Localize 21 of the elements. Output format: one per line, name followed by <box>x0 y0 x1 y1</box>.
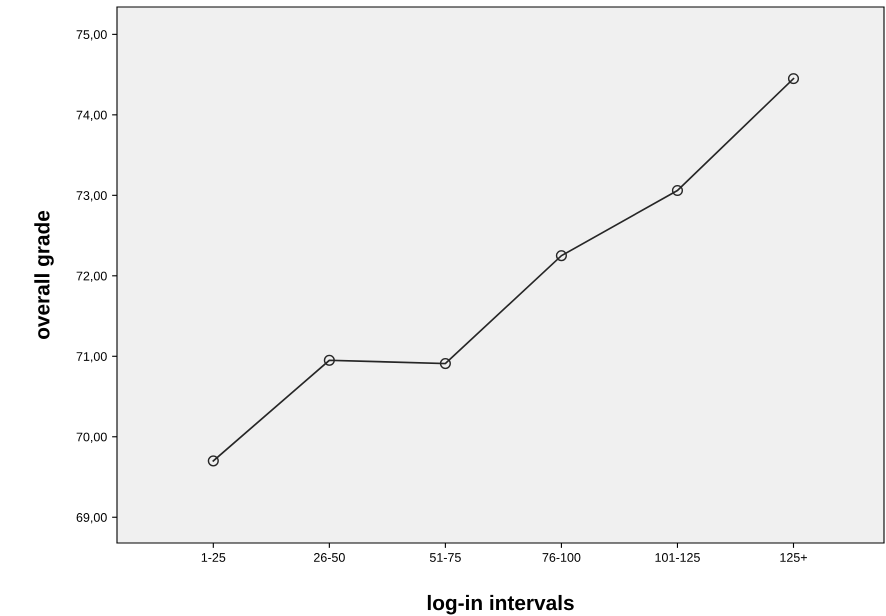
x-tick-label: 101-125 <box>655 553 700 562</box>
x-tick-label: 76-100 <box>542 553 580 562</box>
x-tick-label: 51-75 <box>430 553 461 562</box>
y-tick-label: 75,00 <box>76 30 107 40</box>
y-tick-label: 71,00 <box>76 352 107 362</box>
point <box>788 73 800 84</box>
x-tick-label: 26-50 <box>314 553 345 562</box>
point <box>208 455 219 466</box>
point <box>324 354 335 366</box>
point <box>672 184 684 196</box>
y-tick-label: 70,00 <box>76 432 107 443</box>
x-axis-title: log-in intervals <box>428 594 574 614</box>
x-tick-label: 1-25 <box>202 553 226 562</box>
y-tick-label: 72,00 <box>76 272 107 282</box>
y-tick-label: 73,00 <box>76 191 107 202</box>
point <box>440 358 451 370</box>
y-tick-label: 69,00 <box>76 513 107 524</box>
x-tick-label: 125+ <box>780 553 807 562</box>
point <box>556 250 567 262</box>
y-tick-label: 74,00 <box>76 110 107 121</box>
y-axis-title: overall grade <box>34 210 54 340</box>
